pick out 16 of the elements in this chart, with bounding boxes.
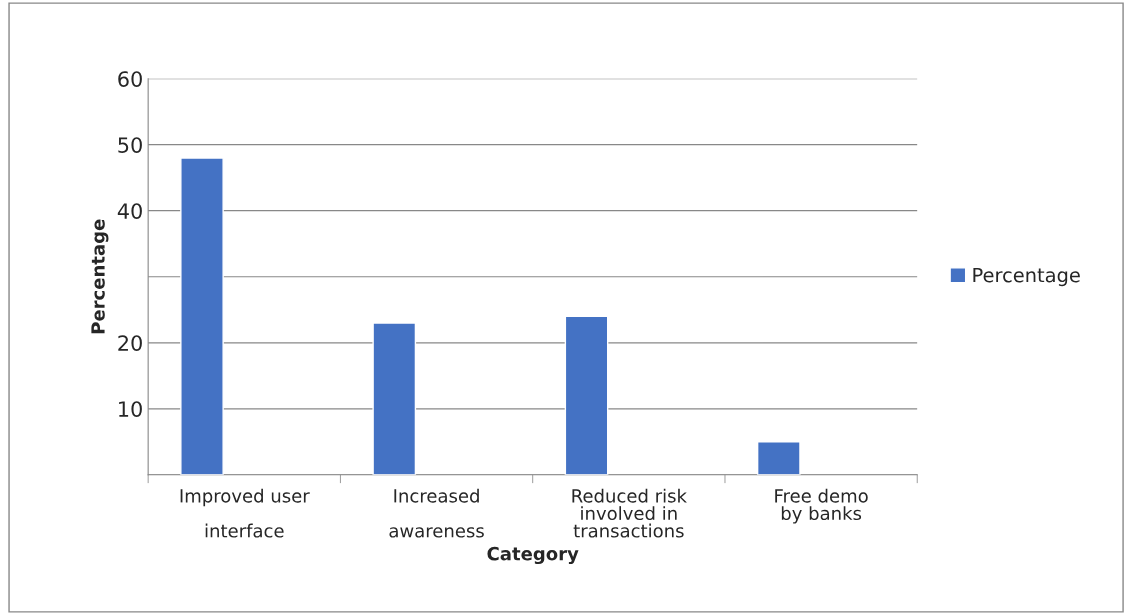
y-axis-title: Percentage <box>91 219 109 334</box>
category-label: Increased awareness <box>389 488 484 538</box>
x-axis-title: Category <box>487 546 579 565</box>
y-tick-label: 20 <box>118 335 142 351</box>
x-tick-label: Reduced risk involved in transactions <box>572 488 687 538</box>
bar <box>180 157 224 475</box>
y-tick-label: 10 <box>119 401 142 417</box>
x-tick-label: Improved user interface <box>180 488 310 538</box>
y-tick-label: 40 <box>117 203 142 219</box>
bar <box>372 322 417 475</box>
y-tick-label: 50 <box>118 137 142 153</box>
y-tick-label: 60 <box>118 71 142 87</box>
bar <box>756 441 801 475</box>
legend-label: Percentage <box>973 267 1080 287</box>
x-tick-label: Free demo by banks <box>775 488 868 524</box>
bar <box>564 315 609 475</box>
